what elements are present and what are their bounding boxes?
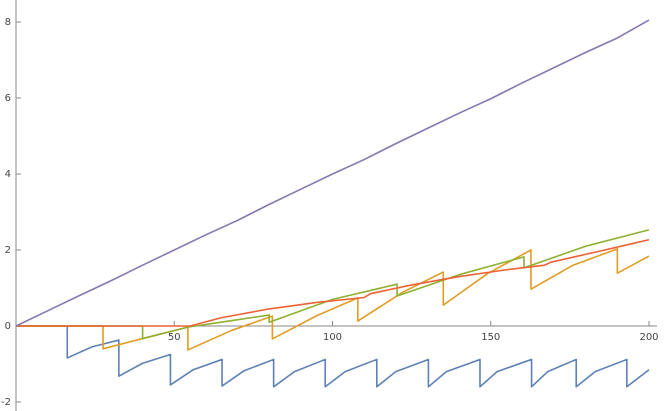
- y-tick-label: 2: [5, 245, 11, 256]
- x-tick-label: 150: [481, 332, 500, 343]
- y-tick-label: 4: [5, 169, 11, 180]
- x-tick-label: 200: [639, 332, 658, 343]
- x-tick-label: 50: [168, 332, 181, 343]
- series-line: [15, 19, 650, 327]
- x-tick-label: 100: [323, 332, 342, 343]
- y-tick-label: 8: [5, 17, 11, 28]
- y-tick-label: -2: [1, 397, 11, 408]
- series-line: [16, 238, 650, 327]
- series-line: [16, 229, 650, 340]
- y-tick-label: 6: [5, 93, 11, 104]
- y-tick-label: 0: [5, 321, 11, 332]
- series-line: [16, 325, 650, 388]
